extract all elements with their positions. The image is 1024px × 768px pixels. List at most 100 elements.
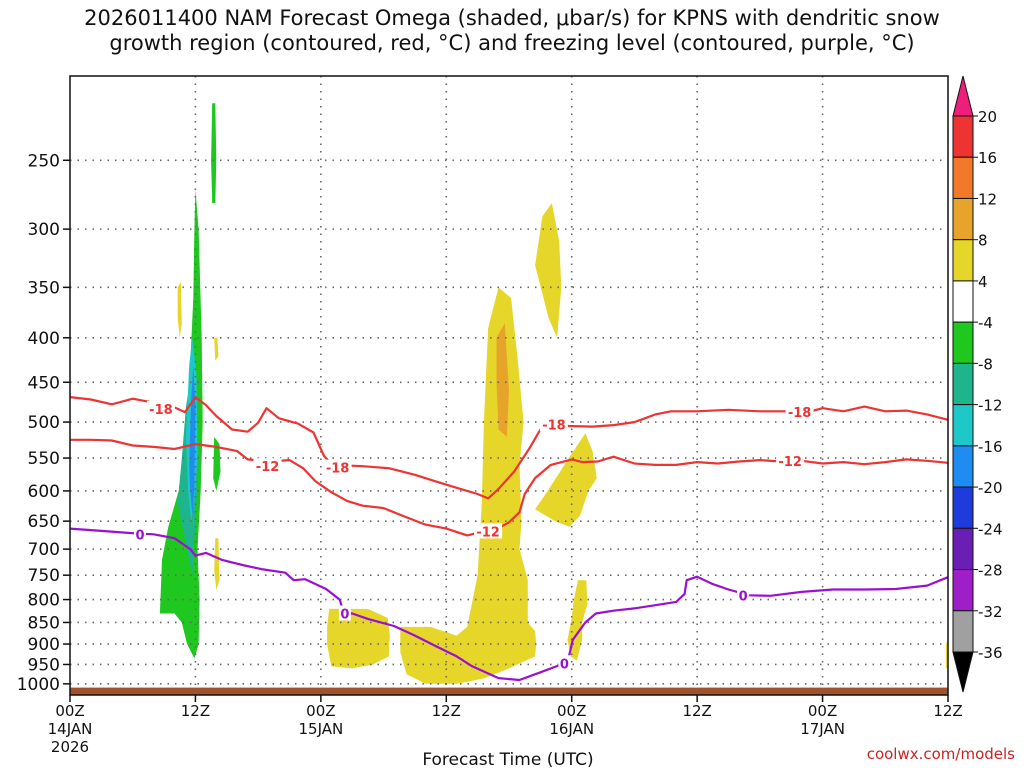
omega-area-8 bbox=[214, 538, 220, 590]
colorbar-segment bbox=[952, 321, 974, 364]
colorbar-label: 16 bbox=[978, 149, 997, 167]
x-tick-date: 17JAN bbox=[800, 720, 845, 738]
contour-label-layer: -18 -18 -18 -18 -12 -12 -12 0 0 0 0 bbox=[134, 400, 814, 672]
omega-area-10 bbox=[400, 287, 537, 684]
contour-label-bg bbox=[558, 655, 571, 671]
colorbar-bottom-arrow bbox=[952, 651, 974, 693]
plot-frame bbox=[69, 75, 949, 696]
contour-line--18 bbox=[333, 405, 949, 500]
colorbar-label: 20 bbox=[978, 108, 997, 126]
contour-label-bg bbox=[776, 452, 805, 468]
x-axis-label: Forecast Time (UTC) bbox=[422, 750, 593, 768]
omega-area-5 bbox=[213, 436, 221, 491]
x-tick-label: 00Z bbox=[55, 702, 84, 720]
y-tick-label: 400 bbox=[28, 329, 60, 349]
x-tick-date: 14JAN bbox=[48, 720, 93, 738]
y-tick-label: 300 bbox=[28, 220, 60, 240]
y-tick-label: 650 bbox=[28, 512, 60, 532]
x-tick-label: 12Z bbox=[181, 702, 210, 720]
colorbar-segment bbox=[952, 197, 974, 241]
colorbar-segment bbox=[952, 115, 974, 158]
colorbar-label: 12 bbox=[978, 190, 997, 208]
y-tick-label: 350 bbox=[28, 278, 60, 298]
omega-area-6 bbox=[177, 281, 182, 338]
y-tick-label: 500 bbox=[28, 413, 60, 433]
omega-area-9 bbox=[327, 608, 390, 669]
y-tick-label: 800 bbox=[28, 591, 60, 611]
colorbar-label: -20 bbox=[978, 479, 1003, 497]
terrain-layer bbox=[70, 687, 948, 695]
colorbar-segment bbox=[952, 527, 974, 571]
contour-label: 0 bbox=[136, 528, 145, 543]
chart-title-line1: 2026011400 NAM Forecast Omega (shaded, μ… bbox=[84, 6, 940, 30]
contour-label-bg bbox=[146, 400, 175, 416]
colorbar-segment bbox=[952, 280, 974, 323]
y-tick-label: 900 bbox=[28, 635, 60, 655]
colorbar-label: -28 bbox=[978, 562, 1003, 580]
x-tick-label: 00Z bbox=[557, 702, 586, 720]
x-tick-label: 12Z bbox=[933, 702, 962, 720]
contour-line-0 bbox=[69, 527, 949, 682]
x-tick-date: 16JAN bbox=[549, 720, 594, 738]
contour-label-bg bbox=[253, 458, 282, 474]
colorbar-top-arrow bbox=[952, 75, 974, 117]
contour-label: -18 bbox=[542, 418, 566, 433]
contour-label-bg bbox=[323, 459, 352, 475]
colorbar-label: 8 bbox=[978, 232, 988, 250]
y-tick-label: 1000 bbox=[17, 675, 60, 695]
omega-area-4 bbox=[211, 103, 217, 204]
omega-area-3 bbox=[189, 365, 196, 516]
x-tick-label: 12Z bbox=[682, 702, 711, 720]
contour-label: -18 bbox=[326, 462, 350, 477]
contour-label: -12 bbox=[256, 460, 280, 475]
terrain-band bbox=[70, 687, 948, 695]
contour-label: 0 bbox=[340, 607, 349, 622]
colorbar: 20 16 12 8 4 -4 -8 -12 -16 -20 -24 -28 -32 -36 bbox=[952, 75, 1003, 693]
contour-label-bg bbox=[338, 605, 351, 621]
colorbar-label: -4 bbox=[978, 314, 993, 332]
colorbar-segment bbox=[952, 404, 974, 447]
axes-layer: 2503003504004505005506006507007508008509… bbox=[17, 75, 963, 756]
contour-label-bg bbox=[134, 526, 147, 542]
x-tick-label: 00Z bbox=[808, 702, 837, 720]
x-tick-label: 00Z bbox=[306, 702, 335, 720]
y-tick-label: 700 bbox=[28, 540, 60, 560]
contour-label: -12 bbox=[778, 455, 802, 470]
colorbar-label: -36 bbox=[978, 644, 1003, 662]
contour-label: 0 bbox=[560, 657, 569, 672]
y-tick-label: 250 bbox=[28, 151, 60, 171]
colorbar-segment bbox=[952, 445, 974, 488]
omega-area-11 bbox=[535, 203, 562, 338]
x-tick-date: 15JAN bbox=[298, 720, 343, 738]
x-tick-label: 12Z bbox=[432, 702, 461, 720]
y-tick-label: 450 bbox=[28, 373, 60, 393]
colorbar-segment bbox=[952, 239, 974, 282]
colorbar-label: -8 bbox=[978, 355, 993, 373]
colorbar-label: -24 bbox=[978, 520, 1003, 538]
contour-label: -12 bbox=[476, 525, 500, 540]
contour-label-bg bbox=[474, 523, 503, 539]
colorbar-segment bbox=[952, 610, 974, 653]
colorbar-label: -12 bbox=[978, 397, 1003, 415]
colorbar-segment bbox=[952, 486, 974, 529]
y-tick-label: 600 bbox=[28, 482, 60, 502]
colorbar-segment bbox=[952, 569, 974, 612]
chart-title: 2026011400 NAM Forecast Omega (shaded, μ… bbox=[0, 6, 1024, 56]
contour-label: -18 bbox=[788, 406, 812, 421]
chart-title-line2: growth region (contoured, red, °C) and f… bbox=[109, 31, 915, 55]
contour-label: 0 bbox=[739, 589, 748, 604]
colorbar-label: 4 bbox=[978, 273, 988, 291]
y-tick-label: 750 bbox=[28, 566, 60, 586]
colorbar-segment bbox=[952, 362, 974, 406]
omega-shading-layer bbox=[159, 103, 948, 684]
y-tick-label: 550 bbox=[28, 449, 60, 469]
y-tick-label: 950 bbox=[28, 655, 60, 675]
colorbar-segment bbox=[952, 156, 974, 199]
contour-label-bg bbox=[539, 416, 568, 432]
omega-area-12 bbox=[535, 433, 597, 527]
contour-label-bg bbox=[785, 404, 814, 420]
omega-area-7 bbox=[214, 337, 219, 361]
colorbar-label: -32 bbox=[978, 603, 1003, 621]
credit-text[interactable]: coolwx.com/models bbox=[867, 745, 1015, 763]
